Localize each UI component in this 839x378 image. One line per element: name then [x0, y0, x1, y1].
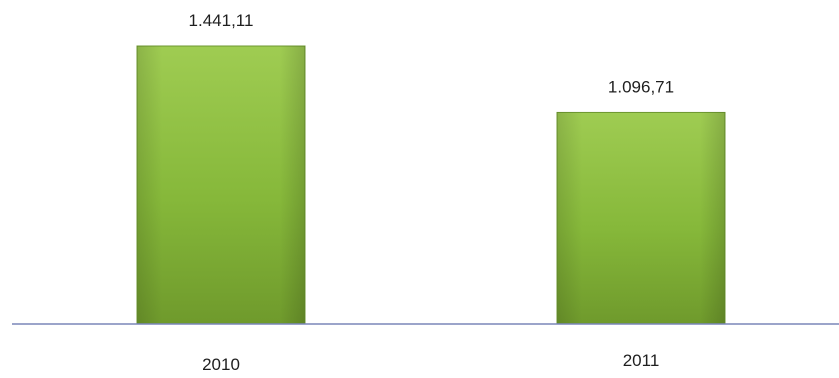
labels-group: 1.441,11 2010 1.096,71 2011: [189, 11, 675, 374]
data-label-2011: 1.096,71: [608, 77, 674, 96]
x-tick-label-2011: 2011: [623, 351, 660, 370]
bar-shade-2010: [137, 46, 305, 324]
bars-group: [136, 45, 726, 325]
data-label-2010: 1.441,11: [189, 11, 254, 30]
bar-shade-2011: [557, 112, 725, 324]
x-tick-label-2010: 2010: [202, 355, 240, 374]
